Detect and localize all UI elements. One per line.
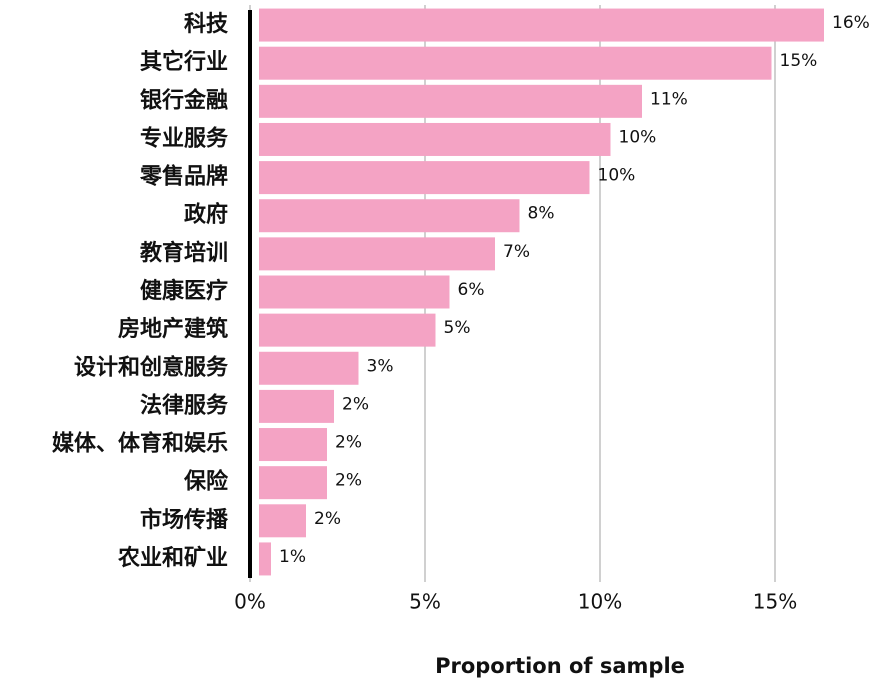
category-label: 专业服务 <box>140 125 229 151</box>
x-tick-label: 15% <box>753 590 797 614</box>
category-label: 健康医疗 <box>140 278 228 304</box>
bar <box>259 504 306 538</box>
value-label: 2% <box>342 394 369 414</box>
category-label: 设计和创意服务 <box>74 354 229 380</box>
value-label: 2% <box>314 509 341 529</box>
bar <box>259 466 327 500</box>
category-label: 房地产建筑 <box>118 316 228 342</box>
bar <box>259 351 359 385</box>
value-label: 6% <box>458 280 485 300</box>
category-label: 其它行业 <box>140 49 228 75</box>
bar <box>259 199 520 233</box>
bar <box>259 389 334 423</box>
value-label: 1% <box>279 547 306 567</box>
value-label: 2% <box>335 433 362 453</box>
value-label: 16% <box>832 13 870 33</box>
value-label: 3% <box>367 356 394 376</box>
x-tick-label: 10% <box>578 590 622 614</box>
bar <box>259 84 642 118</box>
bar <box>259 161 590 195</box>
x-axis-title: Proportion of sample <box>435 654 685 678</box>
bar <box>259 8 824 42</box>
bar <box>259 428 327 462</box>
category-label: 保险 <box>183 469 229 495</box>
value-label: 8% <box>528 204 555 224</box>
category-label: 零售品牌 <box>139 164 228 190</box>
value-label: 10% <box>619 127 657 147</box>
category-label: 市场传播 <box>140 507 229 533</box>
category-label: 银行金融 <box>140 87 228 113</box>
category-label: 政府 <box>184 202 228 228</box>
value-label: 10% <box>598 166 636 186</box>
value-label: 15% <box>780 51 818 71</box>
bar <box>259 237 495 271</box>
category-label: 科技 <box>184 12 229 37</box>
bar <box>259 275 450 309</box>
bar <box>259 122 611 156</box>
value-label: 5% <box>444 318 471 338</box>
value-label: 7% <box>503 242 530 262</box>
bar <box>259 542 271 576</box>
category-label: 法律服务 <box>140 392 229 418</box>
bar <box>259 46 772 80</box>
category-label: 媒体、体育和娱乐 <box>52 431 228 457</box>
category-label: 教育培训 <box>140 240 228 266</box>
value-label: 2% <box>335 471 362 491</box>
bar <box>259 313 436 347</box>
x-tick-label: 0% <box>234 590 266 614</box>
value-label: 11% <box>650 89 688 109</box>
category-label: 农业和矿业 <box>117 545 228 571</box>
x-tick-label: 5% <box>409 590 441 614</box>
